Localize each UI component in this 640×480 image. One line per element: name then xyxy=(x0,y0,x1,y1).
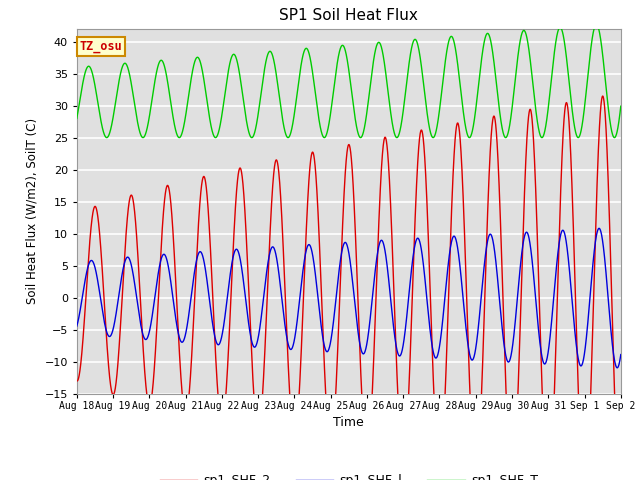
sp1_SHF_l xyxy=(617,352,625,358)
sp1_SHF_T xyxy=(419,72,426,78)
sp1_SHF_l xyxy=(270,245,278,251)
sp1_SHF_2 xyxy=(73,378,81,384)
Title: SP1 Soil Heat Flux: SP1 Soil Heat Flux xyxy=(280,9,418,24)
sp1_SHF_l xyxy=(100,318,108,324)
sp1_SHF_T xyxy=(506,125,513,131)
sp1_SHF_l xyxy=(613,365,621,371)
sp1_SHF_l xyxy=(476,306,484,312)
Y-axis label: Soil Heat Flux (W/m2), SoilT (C): Soil Heat Flux (W/m2), SoilT (C) xyxy=(26,118,39,304)
sp1_SHF_2 xyxy=(506,457,513,463)
sp1_SHF_2 xyxy=(395,410,403,416)
Line: sp1_SHF_2: sp1_SHF_2 xyxy=(77,96,621,480)
sp1_SHF_l xyxy=(73,323,81,329)
Line: sp1_SHF_l: sp1_SHF_l xyxy=(77,228,621,368)
sp1_SHF_T xyxy=(73,116,81,121)
sp1_SHF_2 xyxy=(270,170,278,176)
sp1_SHF_2 xyxy=(599,93,607,99)
sp1_SHF_l xyxy=(419,254,426,260)
sp1_SHF_T xyxy=(476,68,484,73)
sp1_SHF_T xyxy=(395,132,403,138)
Text: TZ_osu: TZ_osu xyxy=(79,40,122,53)
Line: sp1_SHF_T: sp1_SHF_T xyxy=(77,24,621,138)
X-axis label: Time: Time xyxy=(333,416,364,429)
sp1_SHF_l xyxy=(595,226,603,231)
sp1_SHF_2 xyxy=(419,130,426,136)
sp1_SHF_T xyxy=(100,131,108,137)
sp1_SHF_T xyxy=(617,103,625,109)
sp1_SHF_l xyxy=(506,359,513,364)
sp1_SHF_T xyxy=(593,22,600,27)
sp1_SHF_T xyxy=(248,135,255,141)
sp1_SHF_l xyxy=(395,352,403,358)
Legend: sp1_SHF_2, sp1_SHF_l, sp1_SHF_T: sp1_SHF_2, sp1_SHF_l, sp1_SHF_T xyxy=(155,469,543,480)
sp1_SHF_2 xyxy=(100,297,108,303)
sp1_SHF_2 xyxy=(476,425,484,431)
sp1_SHF_T xyxy=(270,58,278,63)
